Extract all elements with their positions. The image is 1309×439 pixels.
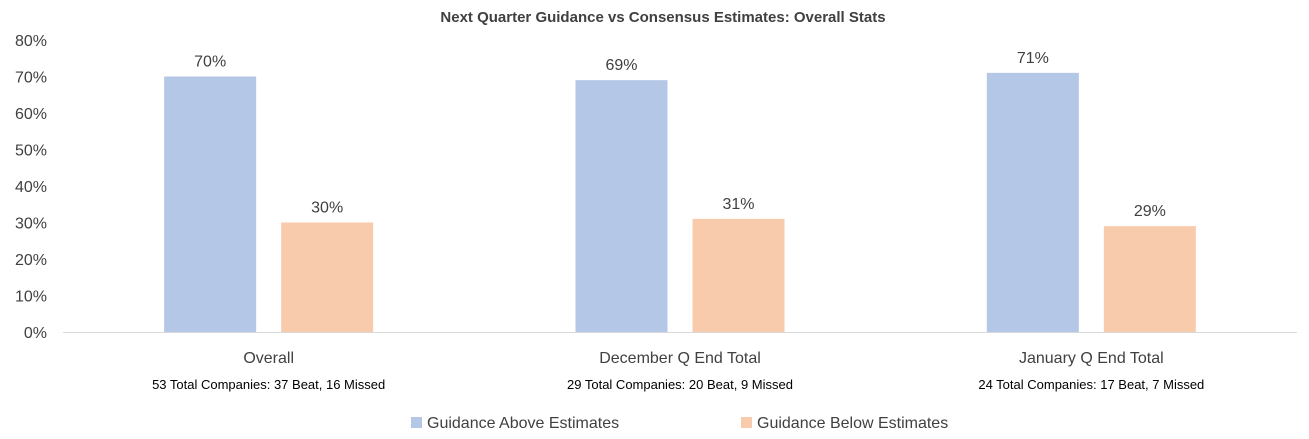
y-tick-label: 30% [15, 216, 47, 233]
legend: Guidance Above Estimates Guidance Below E… [411, 415, 948, 432]
y-tick-label: 50% [15, 143, 47, 160]
y-tick-label: 10% [15, 289, 47, 306]
bar [986, 72, 1079, 332]
bar [692, 218, 785, 332]
category-label: January Q End Total [1019, 350, 1164, 367]
y-tick-label: 0% [24, 325, 47, 342]
x-axis: Overall 53 Total Companies: 37 Beat, 16 M… [152, 350, 1204, 392]
bar [1103, 226, 1196, 332]
data-label: 71% [1017, 50, 1049, 67]
legend-swatch [741, 417, 752, 428]
legend-label: Guidance Below Estimates [757, 415, 948, 432]
y-tick-label: 60% [15, 106, 47, 123]
bar [164, 76, 257, 332]
y-axis: 0% 10% 20% 30% 40% 50% 60% 70% 80% [15, 33, 47, 342]
data-label: 69% [605, 57, 637, 74]
data-label: 70% [194, 54, 226, 71]
category-label: December Q End Total [599, 350, 761, 367]
chart-title: Next Quarter Guidance vs Consensus Estim… [440, 9, 885, 26]
category-note: 29 Total Companies: 20 Beat, 9 Missed [567, 377, 793, 392]
category-note: 24 Total Companies: 17 Beat, 7 Missed [978, 377, 1204, 392]
data-label: 30% [311, 200, 343, 217]
data-label: 29% [1134, 203, 1166, 220]
data-label: 31% [722, 196, 754, 213]
bar [281, 222, 374, 332]
y-tick-label: 80% [15, 33, 47, 50]
category-note: 53 Total Companies: 37 Beat, 16 Missed [152, 377, 385, 392]
legend-label: Guidance Above Estimates [427, 415, 619, 432]
y-tick-label: 40% [15, 179, 47, 196]
category-label: Overall [243, 350, 294, 367]
bar [575, 80, 668, 333]
legend-swatch [411, 417, 422, 428]
plot-area: 70% 30% 69% 31% 71% 29% [164, 50, 1196, 333]
y-tick-label: 20% [15, 252, 47, 269]
y-tick-label: 70% [15, 70, 47, 87]
